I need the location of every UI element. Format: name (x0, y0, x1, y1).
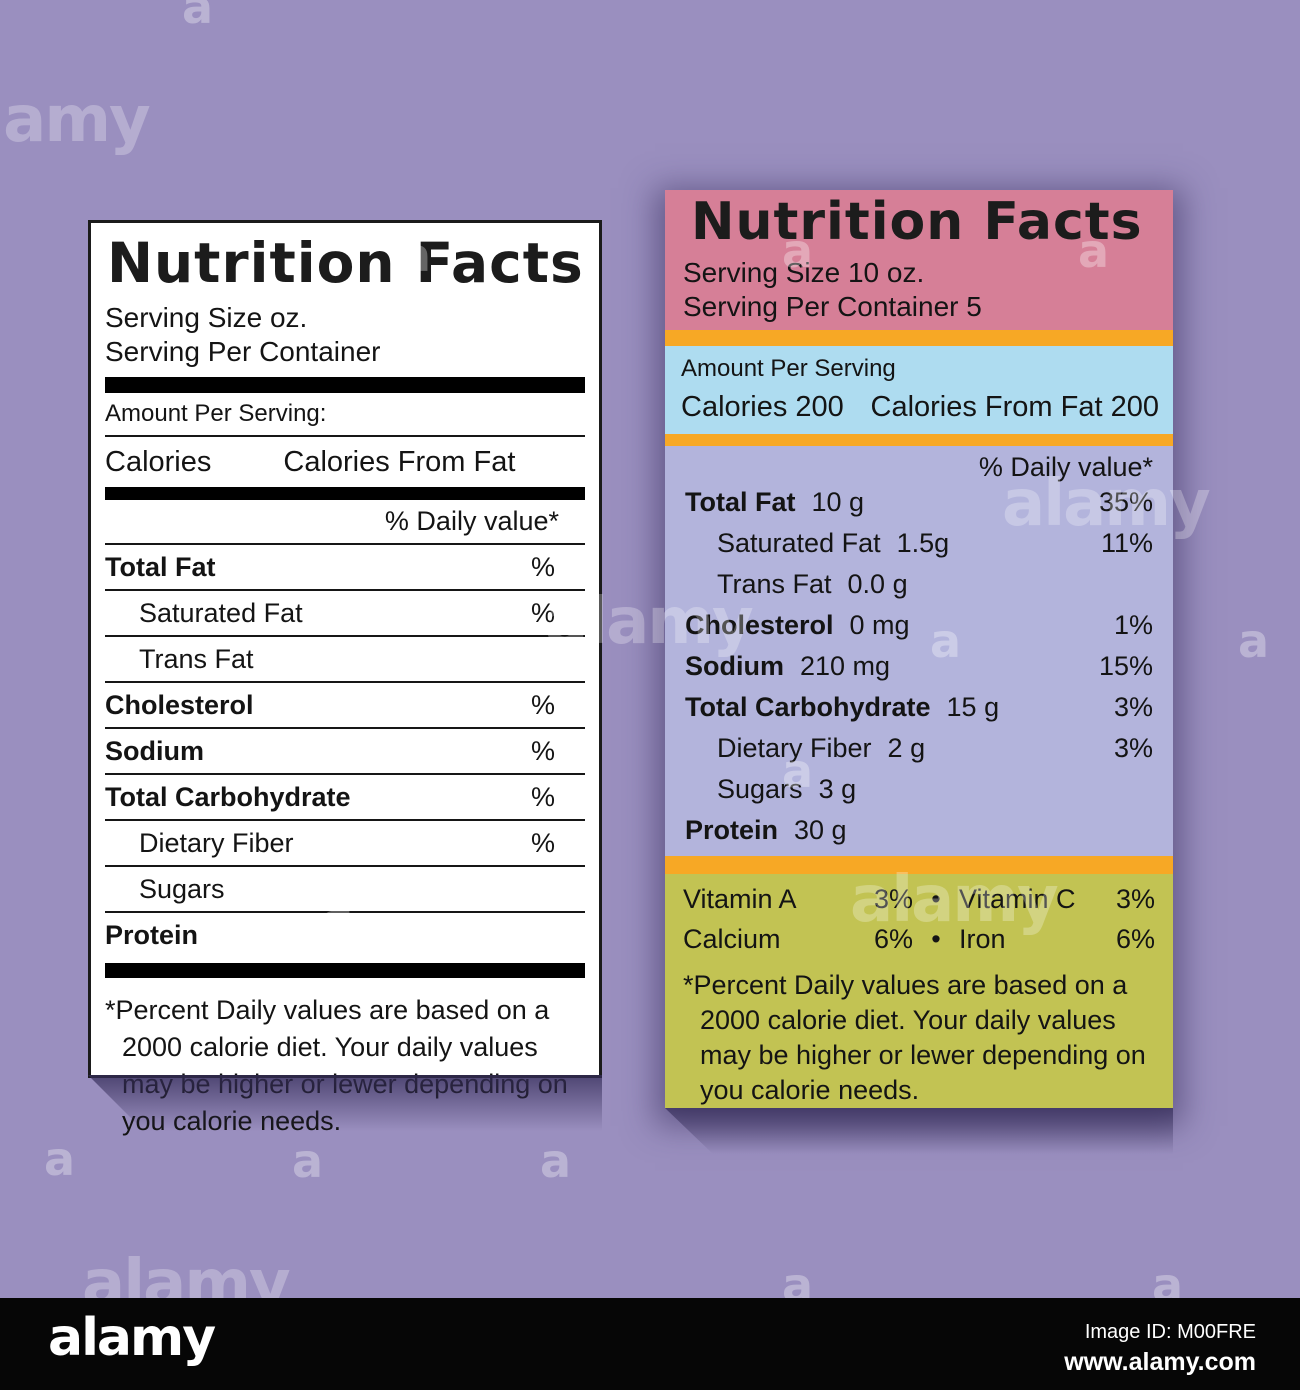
divider (105, 435, 585, 437)
table-row: Protein 30 g (685, 815, 847, 846)
right-calories: Calories 200 (681, 390, 844, 423)
table-row: Total Carbohydrate % (105, 775, 585, 821)
thick-divider (105, 963, 585, 978)
left-label-title: Nutrition Facts (107, 231, 584, 295)
a-watermark: a (540, 1134, 572, 1188)
vitamins-section: Vitamin A 3% • Vitamin C 3% Calcium 6% •… (665, 874, 1173, 1108)
alamy-watermark: alamy (0, 83, 151, 157)
calories-section: Amount Per Serving Calories 200 Calories… (665, 346, 1173, 434)
thick-divider (105, 377, 585, 393)
table-row: Sodium % (105, 729, 585, 775)
right-serving-size: Serving Size 10 oz. (683, 257, 925, 288)
right-label-title: Nutrition Facts (691, 192, 1143, 252)
table-row: Trans Fat (105, 637, 585, 683)
a-watermark: a (292, 1134, 324, 1188)
a-watermark: a (1238, 614, 1270, 668)
right-daily-value-header: % Daily value* (978, 452, 1153, 483)
image-id-text: Image ID: M00FRE (1084, 1321, 1256, 1343)
a-watermark: a (44, 1132, 76, 1186)
left-calories-from-fat-label: Calories From Fat (283, 446, 516, 478)
bullet-separator: • (931, 884, 941, 914)
table-row: Vitamin A 3% • Vitamin C 3% (683, 884, 1155, 914)
a-watermark: a (182, 0, 214, 34)
table-row: Total Fat 10 g 35% (685, 487, 1153, 518)
table-row: Cholesterol 0 mg 1% (685, 610, 1153, 641)
table-row: Dietary Fiber 2 g 3% (717, 733, 1153, 764)
table-row: Sugars 3 g (717, 774, 857, 805)
watermark-footer-bar: alamy Image ID: M00FRE www.alamy.com (0, 1298, 1300, 1390)
alamy-url-text: www.alamy.com (1064, 1348, 1256, 1376)
table-row: Saturated Fat 1.5g 11% (717, 528, 1153, 559)
table-row: Protein (105, 920, 199, 950)
bullet-separator: • (931, 924, 941, 954)
right-serving-per-container: Serving Per Container 5 (683, 291, 982, 322)
left-footnote: *Percent Daily values are based on a 200… (105, 995, 568, 1136)
table-row: Trans Fat 0.0 g (717, 569, 908, 600)
left-calories-label: Calories (105, 446, 212, 478)
table-row: Sugars (105, 867, 585, 913)
orange-divider (665, 433, 1173, 447)
left-serving-size: Serving Size oz. (105, 302, 308, 333)
left-amount-per-serving: Amount Per Serving: (105, 400, 327, 427)
orange-divider (665, 330, 1173, 347)
thick-divider (105, 487, 585, 500)
table-row: Cholesterol % (105, 683, 585, 729)
table-row: Total Fat % (105, 545, 585, 591)
table-row: Sodium 210 mg 15% (685, 651, 1153, 682)
right-amount-per-serving: Amount Per Serving (681, 355, 896, 383)
left-daily-value-header: % Daily value* (105, 504, 585, 545)
left-serving-per-container: Serving Per Container (105, 336, 381, 367)
table-row: Calcium 6% • Iron 6% (683, 924, 1155, 954)
alamy-logo: alamy (48, 1308, 216, 1368)
table-row: Dietary Fiber % (105, 821, 585, 867)
colored-nutrition-label: Nutrition Facts Serving Size 10 oz. Serv… (665, 190, 1173, 1108)
orange-divider (665, 856, 1173, 874)
table-row: Total Carbohydrate 15 g 3% (685, 692, 1153, 723)
table-row: Saturated Fat % (105, 591, 585, 637)
blank-nutrition-label: Nutrition Facts Serving Size oz. Serving… (88, 220, 602, 1136)
right-footnote: *Percent Daily values are based on a 200… (683, 970, 1146, 1105)
nutrients-section: % Daily value* Total Fat 10 g 35% Satura… (665, 446, 1173, 857)
header-section: Nutrition Facts Serving Size 10 oz. Serv… (665, 190, 1173, 331)
right-calories-from-fat: Calories From Fat 200 (870, 390, 1160, 423)
